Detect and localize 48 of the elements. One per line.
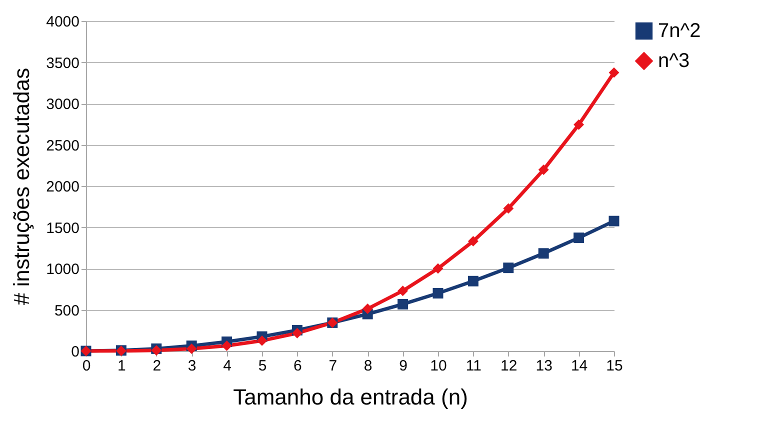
- point: [574, 119, 584, 130]
- point: [468, 276, 478, 286]
- legend-label: 7n^2: [658, 20, 701, 42]
- x-axis-title: Tamanho da entrada (n): [233, 384, 468, 410]
- x-tick-label: 10: [430, 358, 447, 374]
- point: [398, 286, 408, 296]
- point: [503, 262, 514, 274]
- point: [608, 216, 620, 226]
- point: [538, 248, 549, 259]
- point: [503, 203, 514, 214]
- x-tick-label: 11: [466, 358, 482, 374]
- y-tick-label: 3500: [46, 54, 80, 72]
- point: [538, 164, 549, 175]
- x-tick-label: 3: [188, 358, 196, 374]
- y-tick-label: 1500: [46, 220, 80, 237]
- y-tick-label: 0: [71, 344, 80, 360]
- x-tick-label: 15: [606, 358, 623, 374]
- x-tick-label: 14: [570, 358, 588, 374]
- x-tick-label: 1: [118, 358, 126, 374]
- y-tick-label: 2500: [46, 137, 80, 154]
- point: [574, 232, 584, 244]
- x-tick-label: 6: [294, 358, 302, 374]
- y-tick-label: 1000: [46, 261, 80, 278]
- point: [186, 344, 197, 354]
- point: [398, 298, 408, 310]
- point: [468, 236, 478, 246]
- y-axis-title: # instruções executadas: [9, 68, 34, 306]
- y-tick-label: 2000: [46, 178, 80, 196]
- x-tick-label: 7: [328, 358, 338, 374]
- point: [432, 263, 444, 274]
- x-tick-label: 5: [258, 358, 267, 374]
- y-tick-label: 500: [54, 302, 80, 320]
- point: [432, 288, 444, 298]
- legend-label: n^3: [658, 50, 690, 72]
- y-tick-label: 3000: [46, 96, 80, 113]
- y-tick-label: 4000: [46, 14, 80, 30]
- point: [292, 328, 302, 338]
- x-tick-label: 12: [500, 358, 518, 374]
- point: [256, 335, 268, 346]
- x-tick-label: 4: [223, 358, 232, 374]
- point: [608, 67, 620, 78]
- point: [222, 340, 232, 351]
- x-tick-label: 2: [152, 358, 162, 374]
- x-tick-label: 9: [399, 358, 408, 374]
- point: [362, 304, 373, 314]
- x-tick-label: 8: [364, 358, 372, 374]
- x-tick-label: 0: [82, 358, 91, 374]
- x-tick-label: 13: [536, 358, 552, 374]
